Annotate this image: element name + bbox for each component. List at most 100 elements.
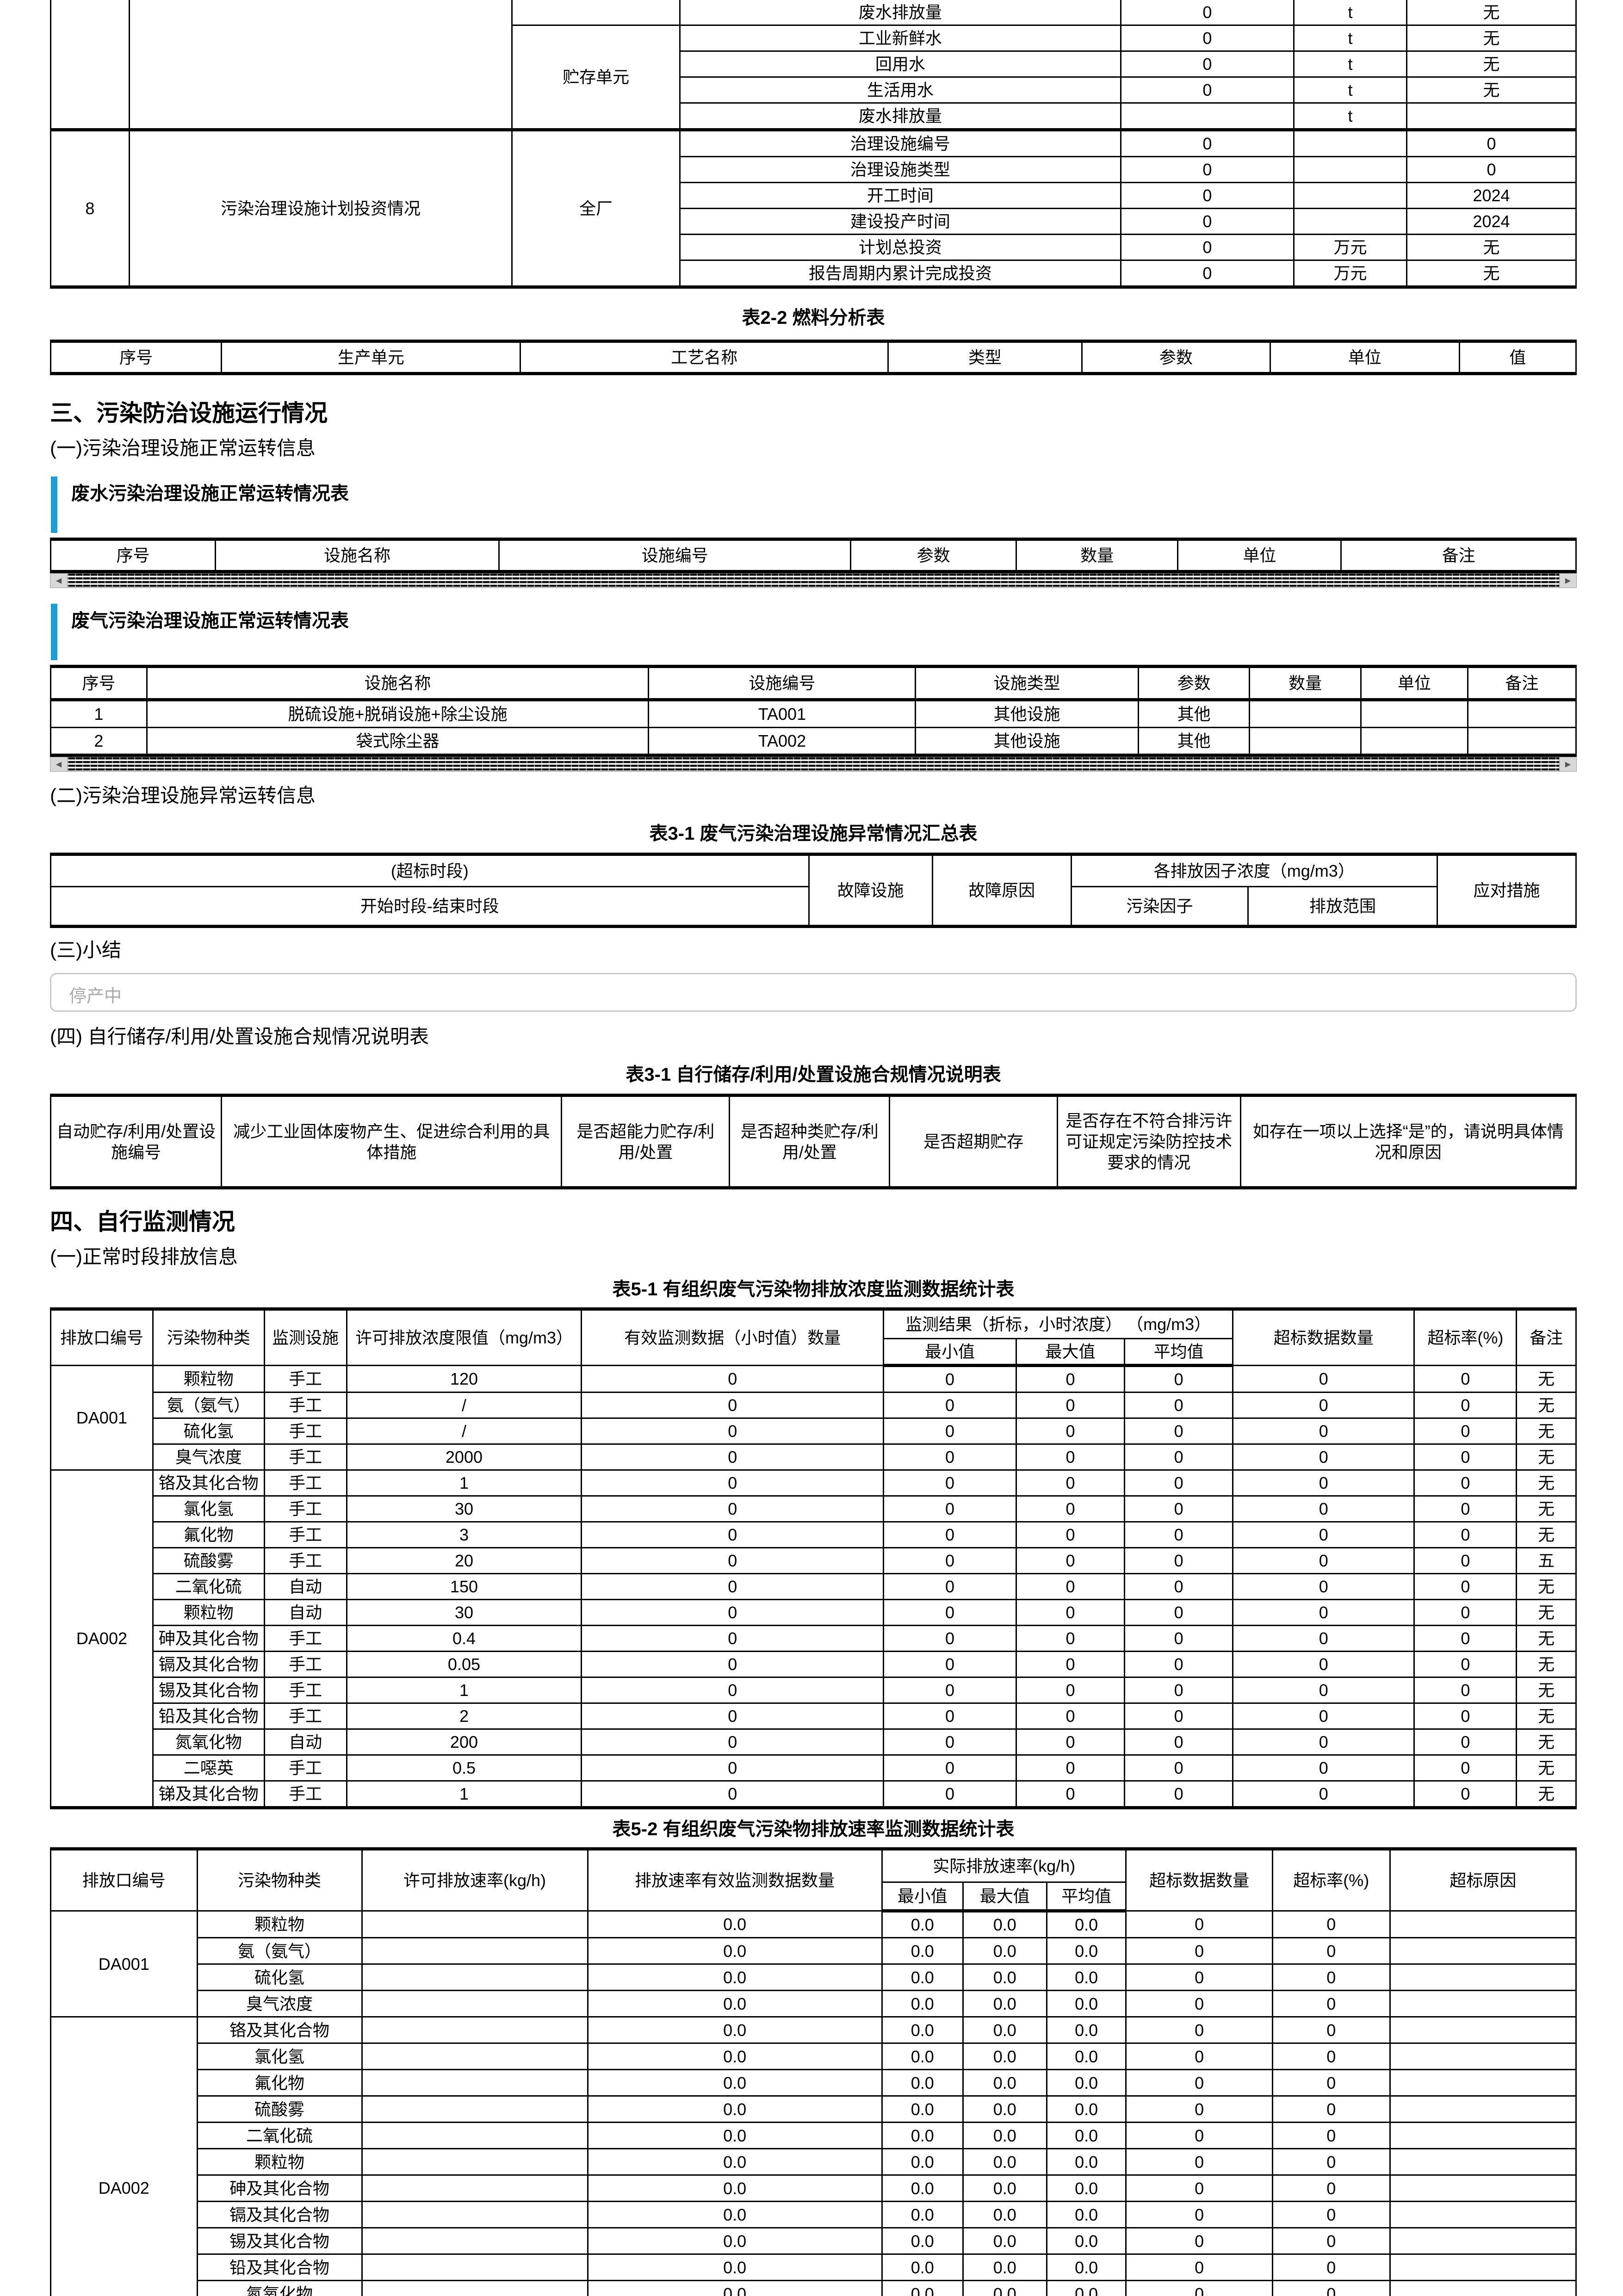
metric-unit-cell: t [1293, 25, 1408, 52]
avg-cell: 0.0 [1046, 2227, 1127, 2255]
pollutant-cell: 锡及其化合物 [152, 1677, 265, 1704]
avg-cell: 0.0 [1046, 1990, 1127, 2018]
avg-cell: 0.0 [1046, 1963, 1127, 1991]
scroll-track[interactable] [68, 573, 1559, 588]
facility-type-cell: 其他设施 [915, 699, 1139, 728]
limit-cell: 20 [346, 1547, 582, 1574]
over-reason-cell [1389, 2069, 1577, 2097]
count-cell: 0.0 [587, 2253, 883, 2281]
min-cell: 0.0 [881, 2227, 964, 2255]
max-cell: 0.0 [962, 2016, 1047, 2044]
over-count-cell: 0 [1232, 1573, 1415, 1600]
conc-data-row: 硫酸雾 手工 20 0 0 0 0 0 0 五 [51, 1547, 1577, 1574]
metric-label-cell: 工业新鲜水 [679, 25, 1121, 52]
max-cell: 0.0 [962, 2122, 1047, 2149]
over-reason-cell [1389, 1910, 1577, 1938]
min-cell: 0 [883, 1702, 1017, 1730]
scroll-right-button[interactable]: ▶ [1559, 573, 1577, 588]
metric-note-cell: 无 [1406, 50, 1577, 78]
conc-table-title: 表5-1 有组织废气污染物排放浓度监测数据统计表 [612, 1279, 1015, 1300]
header-row: 开始时段-结束时段 污染因子 排放范围 [50, 886, 1576, 927]
avg-cell: 0 [1124, 1365, 1234, 1393]
min-cell: 0 [883, 1573, 1017, 1600]
scroll-track[interactable] [68, 757, 1559, 772]
over-rate-cell: 0 [1271, 1937, 1391, 1965]
col-header-pollutant: 污染物种类 [152, 1308, 265, 1366]
wastewater-normal-table: 序号 设施名称 设施编号 参数 数量 单位 备注 [50, 538, 1577, 573]
col-header-fault-reason: 故障原因 [931, 854, 1072, 927]
min-cell: 0 [883, 1625, 1017, 1652]
param-cell: 其他 [1137, 727, 1251, 756]
count-cell: 0.0 [587, 2069, 883, 2097]
over-reason-cell [1389, 2148, 1577, 2176]
param-cell: 其他 [1137, 699, 1251, 728]
over-count-cell: 0 [1125, 2148, 1273, 2176]
rate-data-row: 砷及其化合物 0.0 0.0 0.0 0.0 0 0 [51, 2174, 1577, 2202]
col-header-noncompliance: 是否存在不符合排污许可证规定污染防控技术要求的情况 [1056, 1095, 1241, 1188]
max-cell: 0 [1015, 1469, 1126, 1497]
avg-cell: 0 [1124, 1651, 1234, 1678]
header-row: 序号 生产单元 工艺名称 类型 参数 单位 值 [50, 340, 1577, 374]
col-header-over-count: 超标数据数量 [1125, 1848, 1273, 1912]
over-rate-cell: 0 [1271, 2280, 1391, 2296]
scroll-right-button[interactable]: ▶ [1559, 757, 1577, 772]
pollutant-cell: 氮氧化物 [196, 2280, 363, 2296]
summary-textarea[interactable]: 停产中 [50, 973, 1577, 1012]
metric-value-cell: 0 [1120, 260, 1295, 288]
over-rate-cell: 0 [1413, 1547, 1518, 1574]
over-rate-cell: 0 [1271, 1990, 1391, 2018]
metric-unit-cell [1293, 208, 1408, 235]
avg-cell: 0 [1124, 1702, 1234, 1730]
note-cell: 无 [1516, 1728, 1577, 1756]
col-header-seq: 序号 [50, 538, 217, 572]
scroll-left-button[interactable]: ◀ [50, 573, 68, 588]
avg-cell: 0.0 [1046, 2174, 1127, 2202]
col-header-emission-range: 排放范围 [1247, 886, 1438, 927]
max-cell: 0 [1015, 1392, 1126, 1419]
col-header-outlet: 排放口编号 [50, 1848, 198, 1912]
count-cell: 0.0 [587, 2280, 883, 2296]
pollutant-cell: 镉及其化合物 [152, 1651, 265, 1678]
header-row: 排放口编号 污染物种类 许可排放速率(kg/h) 排放速率有效监测数据数量 实际… [50, 1848, 1577, 1912]
facility-name-cell: 脱硫设施+脱硝设施+除尘设施 [146, 699, 650, 728]
note-cell: 无 [1516, 1443, 1577, 1471]
max-cell: 0 [1015, 1599, 1126, 1626]
metric-note-cell: 无 [1406, 260, 1577, 288]
metric-unit-cell: t [1293, 76, 1408, 104]
over-rate-cell: 0 [1271, 2122, 1391, 2149]
count-cell: 0.0 [587, 1963, 883, 1991]
count-cell: 0 [581, 1417, 885, 1445]
rate-data-row: 锡及其化合物 0.0 0.0 0.0 0.0 0 0 [51, 2227, 1577, 2255]
over-rate-cell: 0 [1413, 1780, 1518, 1808]
count-cell: 0 [581, 1677, 885, 1704]
rate-limit-cell [361, 2227, 588, 2255]
scroll-left-button[interactable]: ◀ [50, 757, 68, 772]
metric-unit-cell [1293, 156, 1408, 183]
over-rate-cell: 0 [1271, 2069, 1391, 2097]
section3-sub3: (三)小结 [50, 939, 121, 961]
gas-normal-table: 序号 设施名称 设施编号 设施类型 参数 数量 单位 备注 1 脱硫设施+脱硝设… [50, 665, 1577, 757]
over-count-cell: 0 [1232, 1547, 1415, 1574]
col-header-over-rate: 超标率(%) [1271, 1848, 1391, 1912]
max-cell: 0 [1015, 1780, 1126, 1808]
device-cell: 手工 [263, 1443, 347, 1471]
max-cell: 0 [1015, 1495, 1126, 1522]
horizontal-scrollbar[interactable]: ◀ ▶ [50, 757, 1577, 772]
max-cell: 0 [1015, 1521, 1126, 1548]
device-cell: 手工 [263, 1365, 347, 1393]
over-rate-cell: 0 [1413, 1651, 1518, 1678]
rate-data-row: 氮氧化物 0.0 0.0 0.0 0.0 0 0 [51, 2280, 1577, 2296]
max-cell: 0.0 [962, 1937, 1047, 1965]
col-header-unit: 单位 [1360, 666, 1468, 701]
over-count-cell: 0 [1232, 1469, 1415, 1497]
note-cell: 无 [1516, 1754, 1577, 1782]
rate-data-row: DA001 颗粒物 0.0 0.0 0.0 0.0 0 0 [50, 1910, 1577, 2018]
avg-cell: 0.0 [1046, 2042, 1127, 2070]
wastewater-normal-title: 废水污染治理设施正常运转情况表 [51, 477, 1577, 533]
horizontal-scrollbar[interactable]: ◀ ▶ [50, 573, 1577, 588]
section4-heading: 四、自行监测情况 [50, 1209, 235, 1235]
col-header-count: 排放速率有效监测数据数量 [587, 1848, 883, 1912]
limit-cell: 1 [346, 1677, 582, 1704]
max-cell: 0.0 [962, 2227, 1047, 2255]
avg-cell: 0.0 [1046, 2016, 1127, 2044]
